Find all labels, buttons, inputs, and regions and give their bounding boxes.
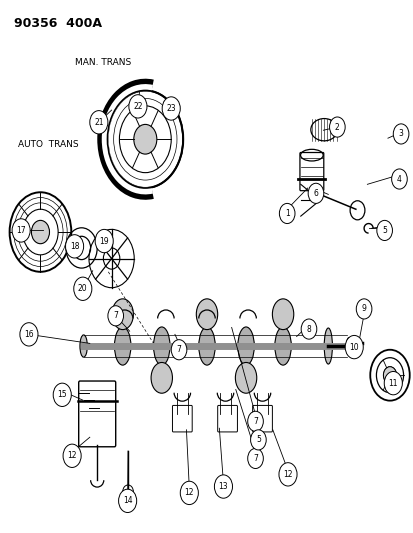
- Circle shape: [128, 95, 147, 118]
- Text: 8: 8: [306, 325, 311, 334]
- Circle shape: [63, 444, 81, 467]
- Circle shape: [95, 229, 113, 253]
- Ellipse shape: [80, 335, 87, 357]
- Text: 6: 6: [313, 189, 318, 198]
- Circle shape: [31, 220, 50, 244]
- Text: 7: 7: [252, 454, 257, 463]
- Ellipse shape: [323, 328, 332, 364]
- Text: MAN. TRANS: MAN. TRANS: [75, 58, 131, 67]
- Ellipse shape: [196, 299, 217, 329]
- Text: 2: 2: [334, 123, 339, 132]
- Circle shape: [12, 219, 30, 242]
- Circle shape: [214, 475, 232, 498]
- Ellipse shape: [151, 362, 172, 393]
- Circle shape: [392, 124, 408, 144]
- Circle shape: [118, 489, 136, 513]
- Circle shape: [90, 111, 108, 134]
- Circle shape: [307, 183, 323, 204]
- Text: 7: 7: [113, 311, 118, 320]
- Text: 23: 23: [166, 104, 176, 113]
- Text: 17: 17: [16, 226, 26, 235]
- Text: 3: 3: [398, 130, 403, 139]
- Text: 1: 1: [284, 209, 289, 218]
- Text: 22: 22: [133, 102, 142, 111]
- Circle shape: [376, 220, 392, 240]
- Ellipse shape: [112, 299, 133, 329]
- Circle shape: [108, 306, 123, 326]
- Text: 11: 11: [387, 378, 397, 387]
- Ellipse shape: [237, 327, 254, 365]
- Text: 4: 4: [396, 174, 401, 183]
- Text: 21: 21: [94, 118, 103, 127]
- Text: 18: 18: [70, 242, 79, 251]
- Circle shape: [247, 411, 263, 431]
- Text: 14: 14: [123, 496, 132, 505]
- Circle shape: [344, 335, 362, 359]
- Text: 20: 20: [78, 284, 88, 293]
- Text: 13: 13: [218, 482, 228, 491]
- Text: 5: 5: [381, 226, 386, 235]
- Ellipse shape: [346, 337, 351, 354]
- Circle shape: [391, 169, 406, 189]
- Ellipse shape: [114, 327, 131, 365]
- Text: 10: 10: [349, 343, 358, 352]
- Circle shape: [20, 322, 38, 346]
- Text: 15: 15: [57, 390, 67, 399]
- Circle shape: [300, 319, 316, 339]
- Circle shape: [53, 383, 71, 407]
- Ellipse shape: [272, 299, 293, 329]
- Text: 7: 7: [176, 345, 181, 354]
- Circle shape: [247, 448, 263, 469]
- Text: 5: 5: [255, 435, 260, 445]
- Circle shape: [383, 372, 401, 395]
- Circle shape: [171, 340, 186, 360]
- Ellipse shape: [235, 362, 256, 393]
- Text: 16: 16: [24, 330, 34, 339]
- Circle shape: [356, 299, 371, 319]
- Circle shape: [329, 117, 344, 137]
- Circle shape: [279, 204, 294, 223]
- Text: 19: 19: [99, 237, 109, 246]
- Circle shape: [162, 97, 180, 120]
- Text: 7: 7: [252, 417, 257, 426]
- Circle shape: [382, 367, 396, 384]
- Circle shape: [180, 481, 198, 505]
- Ellipse shape: [153, 327, 170, 365]
- Ellipse shape: [274, 327, 291, 365]
- Circle shape: [74, 277, 92, 301]
- Circle shape: [65, 235, 83, 258]
- Text: 12: 12: [67, 451, 77, 461]
- Circle shape: [133, 124, 157, 154]
- Text: 9: 9: [361, 304, 366, 313]
- Text: AUTO  TRANS: AUTO TRANS: [18, 140, 78, 149]
- Text: 12: 12: [282, 470, 292, 479]
- Ellipse shape: [198, 327, 215, 365]
- Circle shape: [250, 430, 266, 450]
- Text: 12: 12: [184, 488, 194, 497]
- Text: 90356  400A: 90356 400A: [14, 17, 102, 30]
- Circle shape: [278, 463, 297, 486]
